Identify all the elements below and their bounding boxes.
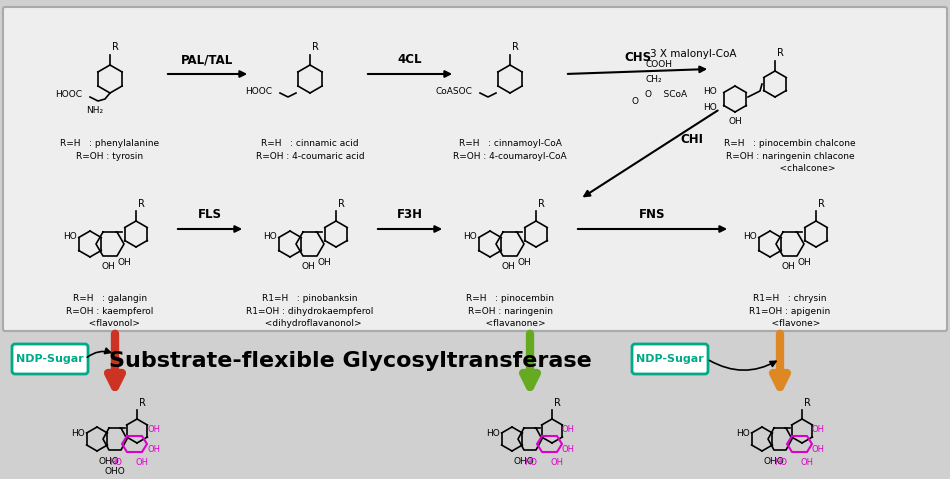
Text: R=H   : pinocembin chalcone
R=OH : naringenin chlacone
            <chalcone>: R=H : pinocembin chalcone R=OH : naringe… — [724, 139, 856, 173]
Text: NDP-Sugar: NDP-Sugar — [16, 354, 84, 364]
Text: CH₂: CH₂ — [645, 75, 661, 83]
Text: OH: OH — [147, 425, 160, 434]
Text: OHO: OHO — [104, 467, 125, 476]
Text: OH: OH — [102, 262, 116, 271]
FancyBboxPatch shape — [3, 7, 947, 331]
Text: R: R — [804, 398, 811, 408]
Text: FNS: FNS — [639, 208, 666, 221]
Text: COOH: COOH — [645, 59, 672, 68]
Text: OH: OH — [801, 458, 813, 467]
Text: OH: OH — [812, 425, 825, 434]
Text: HO: HO — [486, 429, 500, 437]
Text: F3H: F3H — [397, 208, 423, 221]
Text: HO: HO — [464, 231, 477, 240]
Text: R1=H   : pinobanksin
R1=OH : dihydrokaempferol
  <dihydroflavanonol>: R1=H : pinobanksin R1=OH : dihydrokaempf… — [246, 294, 373, 328]
Text: OH: OH — [562, 425, 575, 434]
Text: HO: HO — [71, 429, 85, 437]
Text: OHO: OHO — [764, 457, 785, 466]
Text: R: R — [777, 48, 784, 58]
Text: R: R — [139, 398, 146, 408]
Text: CHS: CHS — [624, 50, 651, 64]
Text: NH₂: NH₂ — [86, 106, 104, 115]
Text: O    SCoA: O SCoA — [645, 90, 687, 99]
Text: HOOC: HOOC — [245, 87, 272, 95]
Text: PAL/TAL: PAL/TAL — [181, 53, 234, 66]
Text: Substrate-flexible Glycosyltransferase: Substrate-flexible Glycosyltransferase — [108, 351, 591, 371]
Text: O: O — [631, 97, 638, 106]
Text: CoASOC: CoASOC — [435, 87, 472, 95]
Text: OH: OH — [518, 258, 532, 267]
Text: OH: OH — [136, 458, 148, 467]
Text: R=H   : cinnamoyl-CoA
R=OH : 4-coumaroyl-CoA: R=H : cinnamoyl-CoA R=OH : 4-coumaroyl-C… — [453, 139, 567, 160]
Text: HO: HO — [263, 231, 277, 240]
Text: HO: HO — [774, 458, 787, 467]
FancyBboxPatch shape — [12, 344, 88, 374]
Text: HO: HO — [64, 231, 77, 240]
Text: HO: HO — [743, 231, 757, 240]
Text: R=H   : cinnamic acid
R=OH : 4-coumaric acid: R=H : cinnamic acid R=OH : 4-coumaric ac… — [256, 139, 364, 160]
Text: OH: OH — [318, 258, 332, 267]
Text: OH: OH — [302, 262, 315, 271]
FancyBboxPatch shape — [632, 344, 708, 374]
Text: OH: OH — [812, 445, 825, 454]
Text: R: R — [554, 398, 560, 408]
Text: R: R — [312, 42, 319, 52]
Text: HO: HO — [703, 87, 717, 95]
Text: R=H   : pinocembin
R=OH : naringenin
    <flavanone>: R=H : pinocembin R=OH : naringenin <flav… — [466, 294, 554, 328]
Text: R=H   : galangin
R=OH : kaempferol
   <flavonol>: R=H : galangin R=OH : kaempferol <flavon… — [66, 294, 154, 328]
Text: FLS: FLS — [198, 208, 222, 221]
Text: NDP-Sugar: NDP-Sugar — [636, 354, 704, 364]
Text: OH: OH — [562, 445, 575, 454]
Text: CHI: CHI — [680, 133, 703, 146]
Text: HOOC: HOOC — [55, 90, 82, 99]
Text: OH: OH — [782, 262, 796, 271]
Text: R: R — [512, 42, 519, 52]
Text: OH: OH — [798, 258, 811, 267]
Text: R: R — [818, 199, 825, 209]
Text: OH: OH — [550, 458, 563, 467]
Text: HO: HO — [703, 103, 717, 112]
Text: R1=H   : chrysin
R1=OH : apigenin
    <flavone>: R1=H : chrysin R1=OH : apigenin <flavone… — [750, 294, 830, 328]
Text: OH: OH — [502, 262, 516, 271]
Text: OH: OH — [147, 445, 160, 454]
Text: R: R — [112, 42, 119, 52]
Text: OH: OH — [118, 258, 132, 267]
Text: HO: HO — [524, 458, 537, 467]
Text: HO: HO — [109, 458, 122, 467]
Text: OHO: OHO — [99, 457, 120, 466]
Text: R: R — [338, 199, 345, 209]
Text: R: R — [138, 199, 144, 209]
Text: OH: OH — [728, 117, 742, 126]
Text: 4CL: 4CL — [398, 53, 422, 66]
Text: HO: HO — [736, 429, 750, 437]
Text: 3 X malonyl-CoA: 3 X malonyl-CoA — [650, 49, 736, 59]
Text: R=H   : phenylalanine
R=OH : tyrosin: R=H : phenylalanine R=OH : tyrosin — [61, 139, 160, 160]
Text: R: R — [538, 199, 545, 209]
Text: OHO: OHO — [514, 457, 534, 466]
